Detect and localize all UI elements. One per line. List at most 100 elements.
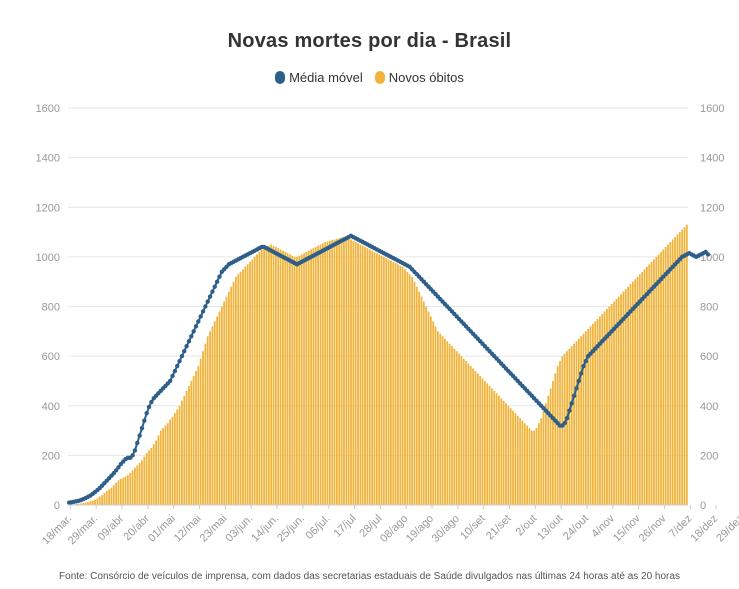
bar-novos-obitos [427,311,430,505]
bar-novos-obitos [178,405,181,505]
bar-novos-obitos [361,245,364,505]
bar-novos-obitos [385,258,388,505]
bar-novos-obitos [479,375,482,505]
point-media-movel [111,471,116,476]
bar-novos-obitos [394,263,397,505]
bar-novos-obitos [357,243,359,505]
bar-novos-obitos [481,378,484,505]
bar-novos-obitos [392,261,395,505]
bar-novos-obitos [446,341,449,505]
bar-novos-obitos [265,246,268,505]
bar-novos-obitos [436,331,439,505]
bar-novos-obitos [197,366,200,505]
bar-novos-obitos [448,343,451,505]
bar-novos-obitos [411,276,413,505]
point-media-movel [186,339,192,344]
x-tick-label: 23/mai [198,513,230,545]
y-tick-label-right: 200 [700,450,718,462]
bar-novos-obitos [176,409,179,505]
bar-novos-obitos [401,266,404,505]
bar-novos-obitos [345,237,348,506]
bar-novos-obitos [284,251,287,505]
bar-novos-obitos [286,253,289,505]
bar-novos-obitos [460,356,463,505]
legend-item-novos-obitos[interactable]: Novos óbitos [374,70,464,85]
bar-novos-obitos [669,241,672,506]
bar-novos-obitos [129,472,132,505]
x-tick-label: 25/jun. [275,513,307,545]
x-tick-label: 10/set [458,513,488,543]
bar-novos-obitos [119,478,122,505]
bar-novos-obitos [321,243,324,505]
bar-novos-obitos [202,351,204,505]
point-media-movel [142,418,147,423]
bar-novos-obitos [260,249,263,505]
bar-novos-obitos [209,331,211,505]
point-media-movel [210,289,215,294]
bar-novos-obitos [319,244,322,505]
bar-novos-obitos [382,256,385,505]
y-tick-label-right: 1400 [700,153,724,165]
bar-novos-obitos [422,301,425,505]
bar-novos-obitos [96,498,99,505]
x-tick-label: 21/set [484,513,514,543]
point-media-movel [144,410,149,416]
bar-novos-obitos [458,353,460,505]
bar-novos-obitos [380,255,383,505]
x-tick-label: 12/mai [172,513,204,545]
bar-novos-obitos [263,246,265,505]
y-tick-label-left: 600 [42,351,60,363]
bar-novos-obitos [528,428,531,505]
bar-novos-obitos [340,237,343,506]
point-media-movel [567,408,572,413]
point-media-movel [113,468,119,473]
bar-novos-obitos [305,251,308,505]
point-media-movel [182,348,187,354]
legend-swatch-media-movel [275,71,286,84]
bar-novos-obitos [681,229,684,506]
bar-novos-obitos [171,416,174,505]
bar-novos-obitos [657,254,660,505]
bar-novos-obitos [599,316,601,505]
bar-novos-obitos [103,493,106,505]
bar-novos-obitos [317,245,320,505]
bar-novos-obitos [469,366,472,505]
bar-novos-obitos [425,306,428,505]
source-note: Fonte: Consórcio de veículos de imprensa… [59,571,680,582]
bar-novos-obitos [507,405,510,505]
bar-novos-obitos [352,240,355,505]
bar-novos-obitos [296,256,298,505]
bar-novos-obitos [350,239,352,505]
bar-novos-obitos [643,269,646,505]
bar-novos-obitos [324,241,327,506]
bar-novos-obitos [155,440,157,505]
bar-novos-obitos [232,281,235,505]
legend-item-media-movel[interactable]: Média móvel [275,70,363,85]
bar-novos-obitos [627,286,630,505]
x-tick-label: 29/dez [714,513,739,545]
bar-novos-obitos [173,413,176,505]
bar-novos-obitos [244,266,247,505]
bar-novos-obitos [300,254,303,505]
bar-novos-obitos [472,368,475,505]
bar-novos-obitos [486,383,489,505]
bar-novos-obitos [364,246,366,505]
y-tick-label-left: 1200 [36,202,60,214]
bar-novos-obitos [331,240,334,505]
bar-novos-obitos [124,476,127,505]
bar-novos-obitos [274,246,277,505]
chart-title: Novas mortes por dia - Brasil [227,30,512,52]
bar-novos-obitos [267,245,270,505]
y-tick-label-right: 600 [700,351,718,363]
bar-novos-obitos [432,321,435,505]
bar-novos-obitos [298,255,301,505]
x-tick-label: 19/ago [404,513,436,545]
point-media-movel [170,373,175,379]
bar-novos-obitos [80,503,82,505]
bar-novos-obitos [272,245,275,505]
bar-novos-obitos [354,241,357,506]
bar-novos-obitos [390,260,392,505]
bar-novos-obitos [547,395,550,505]
point-media-movel [214,279,220,284]
bar-novos-obitos [662,249,665,505]
